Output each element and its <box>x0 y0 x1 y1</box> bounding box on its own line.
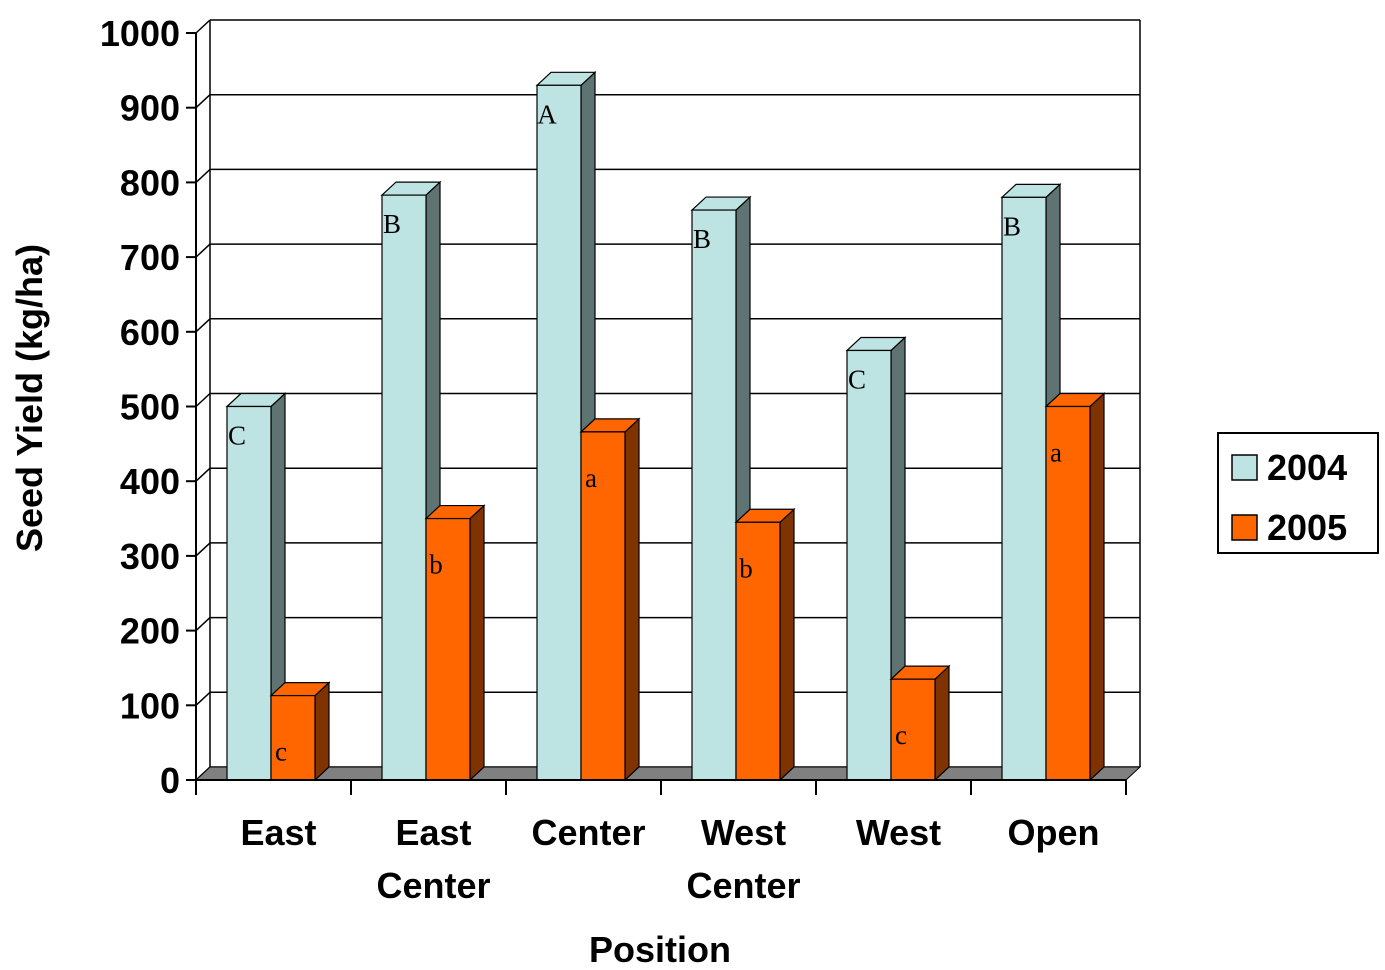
bar <box>691 209 737 781</box>
axes <box>186 32 1127 795</box>
bar-letter-label: a <box>1050 438 1062 468</box>
y-tick-label: 500 <box>120 387 180 428</box>
legend-swatch <box>1231 514 1258 541</box>
x-tick-labels: East East Center Center West Center West Open <box>240 812 1099 906</box>
bar <box>580 431 626 781</box>
x-tick-label: West <box>856 812 941 853</box>
gridline-side <box>195 168 211 183</box>
bar-side <box>469 504 485 782</box>
bars: Cc Bb Aa Bb Cc Ba <box>225 70 1106 782</box>
bar-side <box>779 507 795 782</box>
bar <box>226 405 272 781</box>
gridline-side <box>195 617 211 632</box>
bar <box>846 349 892 781</box>
gridline-side <box>195 243 211 258</box>
legend-label: 2004 <box>1267 447 1347 488</box>
x-tick-label: West <box>701 812 786 853</box>
y-tick-label: 900 <box>120 88 180 129</box>
bar-side <box>624 417 640 782</box>
gridline-side <box>195 318 211 333</box>
y-axis-title: Seed Yield (kg/ha) <box>9 244 50 552</box>
x-tick-label: Open <box>1007 812 1099 853</box>
gridline-side <box>195 542 211 557</box>
gridline-side <box>195 691 211 706</box>
bar-letter-label: c <box>275 737 287 767</box>
y-tick-label: 800 <box>120 162 180 203</box>
y-tick-label: 700 <box>120 237 180 278</box>
bar-side <box>314 681 330 782</box>
bar-letter-label: C <box>228 421 246 451</box>
legend-swatch <box>1231 454 1258 481</box>
legend-label: 2005 <box>1267 507 1347 548</box>
y-tick-label: 600 <box>120 312 180 353</box>
bar <box>1045 405 1091 781</box>
bar <box>890 678 936 781</box>
x-tick-label: Center <box>531 812 645 853</box>
y-tick-label: 100 <box>120 685 180 726</box>
y-tick-label: 400 <box>120 461 180 502</box>
x-axis-title: Position <box>589 929 731 970</box>
gridline-side <box>195 392 211 408</box>
bar-letter-label: B <box>1003 211 1021 241</box>
legend: 2004 2005 <box>1217 432 1379 554</box>
x-tick-label: East <box>395 812 471 853</box>
y-tick-labels: 0 100 200 300 400 500 600 700 800 900 1000 <box>100 13 180 801</box>
bar <box>381 194 427 781</box>
gridlines <box>195 19 1141 781</box>
y-tick-label: 300 <box>120 536 180 577</box>
bar <box>425 517 471 781</box>
x-tick-label: East <box>240 812 316 853</box>
y-tick-label: 0 <box>160 760 180 801</box>
bar-letter-label: c <box>895 720 907 750</box>
bar <box>735 521 781 781</box>
gridline-side <box>195 94 211 109</box>
y-tick-label: 200 <box>120 611 180 652</box>
bar-letter-label: A <box>537 99 557 129</box>
gridline-side <box>195 19 211 34</box>
bar-letter-label: b <box>429 550 443 580</box>
bar <box>1001 196 1047 781</box>
bar-side <box>934 664 950 782</box>
gridline-side <box>195 467 211 482</box>
y-tick-label: 1000 <box>100 13 180 54</box>
x-tick-label: Center <box>686 865 800 906</box>
bar-letter-label: a <box>585 463 597 493</box>
floor-plane <box>194 766 1142 781</box>
bar-side <box>1089 392 1105 782</box>
x-tick-label: Center <box>376 865 490 906</box>
bar-letter-label: b <box>739 553 753 583</box>
chart-floor <box>194 766 1142 781</box>
bar-letter-label: C <box>848 364 866 394</box>
bar-letter-label: B <box>693 224 711 254</box>
bar <box>536 84 582 781</box>
bar-letter-label: B <box>383 209 401 239</box>
